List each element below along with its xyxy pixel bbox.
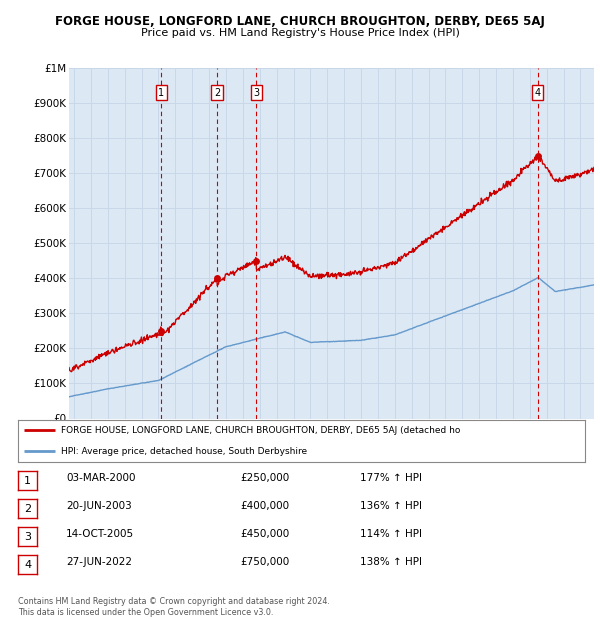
- Text: 114% ↑ HPI: 114% ↑ HPI: [360, 529, 422, 539]
- Text: 3: 3: [24, 532, 31, 542]
- Text: 14-OCT-2005: 14-OCT-2005: [66, 529, 134, 539]
- Text: 20-JUN-2003: 20-JUN-2003: [66, 501, 132, 511]
- Text: Contains HM Land Registry data © Crown copyright and database right 2024.
This d: Contains HM Land Registry data © Crown c…: [18, 598, 330, 617]
- Text: 27-JUN-2022: 27-JUN-2022: [66, 557, 132, 567]
- Text: 4: 4: [24, 560, 31, 570]
- Text: 2: 2: [214, 87, 220, 98]
- Text: 3: 3: [253, 87, 259, 98]
- Text: 1: 1: [158, 87, 164, 98]
- Text: 2: 2: [24, 504, 31, 514]
- Text: 177% ↑ HPI: 177% ↑ HPI: [360, 473, 422, 483]
- Text: £750,000: £750,000: [240, 557, 289, 567]
- Text: 1: 1: [24, 476, 31, 486]
- Text: FORGE HOUSE, LONGFORD LANE, CHURCH BROUGHTON, DERBY, DE65 5AJ: FORGE HOUSE, LONGFORD LANE, CHURCH BROUG…: [55, 16, 545, 29]
- Text: 03-MAR-2000: 03-MAR-2000: [66, 473, 136, 483]
- Text: 138% ↑ HPI: 138% ↑ HPI: [360, 557, 422, 567]
- Text: HPI: Average price, detached house, South Derbyshire: HPI: Average price, detached house, Sout…: [61, 447, 307, 456]
- Text: Price paid vs. HM Land Registry's House Price Index (HPI): Price paid vs. HM Land Registry's House …: [140, 28, 460, 38]
- Text: £450,000: £450,000: [240, 529, 289, 539]
- Text: £250,000: £250,000: [240, 473, 289, 483]
- Text: 136% ↑ HPI: 136% ↑ HPI: [360, 501, 422, 511]
- Text: £400,000: £400,000: [240, 501, 289, 511]
- Text: 4: 4: [535, 87, 541, 98]
- Text: FORGE HOUSE, LONGFORD LANE, CHURCH BROUGHTON, DERBY, DE65 5AJ (detached ho: FORGE HOUSE, LONGFORD LANE, CHURCH BROUG…: [61, 426, 460, 435]
